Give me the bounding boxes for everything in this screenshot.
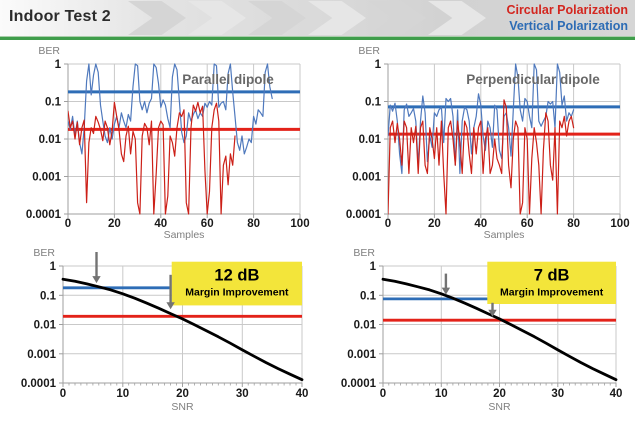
margin-annotation: 12 dB Margin Improvement: [171, 261, 302, 306]
axes: [379, 265, 617, 387]
chevron-icon: [308, 1, 366, 35]
chevron-icon: [188, 1, 246, 35]
svg-text:0.001: 0.001: [27, 349, 56, 361]
chart-snr-margin-perpendicular: 7 dB Margin Improvement 1 0.1 0.01 0.001 0.000…: [320, 244, 635, 433]
margin-annotation: 7 dB Margin Improvement: [487, 261, 616, 304]
svg-text:0.01: 0.01: [359, 134, 382, 146]
gridlines: [388, 63, 621, 215]
margin-arrow: [441, 273, 451, 295]
svg-text:0: 0: [380, 388, 386, 400]
legend-item-circular-polarization: Circular Polarization: [506, 3, 628, 17]
axes: [64, 63, 301, 218]
svg-text:0.001: 0.001: [347, 349, 376, 361]
chart-parallel-dipole: 1 0.1 0.01 0.001 0.0001 0 20 40 60 80 100 BER Sample…: [0, 42, 318, 244]
y-axis-title: BER: [33, 247, 55, 259]
svg-text:0.1: 0.1: [40, 290, 57, 302]
legend-item-vertical-polarization: Vertical Polarization: [509, 19, 628, 33]
x-axis-title: SNR: [488, 401, 511, 413]
margin-arrow: [92, 252, 101, 284]
svg-text:40: 40: [474, 218, 487, 230]
svg-text:1: 1: [370, 261, 377, 273]
page-title: Indoor Test 2: [9, 8, 111, 25]
header: Indoor Test 2 Circular Polarization Vert…: [0, 0, 635, 36]
svg-text:60: 60: [201, 218, 214, 230]
chart-perpendicular-dipole: 1 0.1 0.01 0.001 0.0001 0 20 40 60 80 100 BER Sample…: [320, 42, 635, 244]
y-axis-title: BER: [38, 45, 60, 57]
chart-snr-margin-parallel: 12 dB Margin Improvement 1 0.1 0.01 0.001 0.00…: [0, 244, 318, 433]
y-axis-title: BER: [353, 247, 375, 259]
chart-title: Parallel dipole: [182, 72, 274, 87]
svg-text:10: 10: [116, 388, 129, 400]
svg-text:1: 1: [375, 59, 382, 71]
svg-text:20: 20: [493, 388, 506, 400]
green-divider: [0, 36, 635, 40]
chevron-icon: [128, 1, 186, 35]
svg-text:20: 20: [428, 218, 441, 230]
margin-arrow: [166, 274, 175, 310]
svg-text:0: 0: [385, 218, 391, 230]
margin-sublabel: Margin Improvement: [185, 287, 289, 299]
svg-text:40: 40: [296, 388, 309, 400]
svg-text:60: 60: [521, 218, 534, 230]
axes: [384, 63, 621, 218]
svg-text:100: 100: [610, 218, 629, 230]
svg-text:1: 1: [50, 261, 57, 273]
chevron-icon: [368, 1, 426, 35]
x-axis-title: SNR: [171, 401, 194, 413]
margin-value-label: 7 dB: [534, 267, 570, 285]
svg-text:0.01: 0.01: [39, 134, 62, 146]
svg-text:0.01: 0.01: [354, 320, 377, 332]
series-circular-polarization: [388, 99, 575, 215]
polarization-legend: Circular Polarization Vertical Polarizat…: [506, 2, 628, 34]
axes: [59, 265, 303, 387]
x-axis-title: Samples: [484, 229, 525, 241]
svg-text:40: 40: [154, 218, 167, 230]
svg-text:0.001: 0.001: [352, 172, 381, 184]
svg-text:0: 0: [65, 218, 71, 230]
margin-value-label: 12 dB: [214, 267, 259, 285]
snr-margin-parallel-plot: 12 dB Margin Improvement 1 0.1 0.01 0.001 0.00…: [21, 247, 309, 413]
svg-text:80: 80: [567, 218, 580, 230]
series-vertical-polarization: [68, 63, 273, 155]
svg-text:0.01: 0.01: [34, 320, 57, 332]
chevron-icon: [248, 1, 306, 35]
series-ber-vs-snr-curve: [61, 277, 304, 382]
svg-text:0.0001: 0.0001: [26, 209, 62, 221]
svg-text:0.1: 0.1: [365, 97, 382, 109]
svg-text:20: 20: [108, 218, 121, 230]
svg-text:10: 10: [435, 388, 448, 400]
margin-annotation-box: [487, 261, 616, 304]
y-axis-title: BER: [358, 45, 380, 57]
x-axis-title: Samples: [164, 229, 205, 241]
margin-annotation-box: [171, 261, 302, 306]
svg-text:40: 40: [610, 388, 623, 400]
svg-text:30: 30: [236, 388, 249, 400]
svg-text:0.0001: 0.0001: [341, 378, 377, 390]
svg-text:1: 1: [55, 59, 62, 71]
series-ber-vs-snr-curve: [381, 277, 618, 382]
margin-sublabel: Margin Improvement: [500, 287, 604, 299]
snr-margin-perpendicular-plot: 7 dB Margin Improvement 1 0.1 0.01 0.001 0.000…: [341, 247, 623, 413]
svg-text:20: 20: [176, 388, 189, 400]
svg-text:80: 80: [247, 218, 260, 230]
margin-arrow: [488, 302, 497, 317]
svg-text:0.1: 0.1: [45, 97, 62, 109]
series-circular-polarization: [68, 101, 236, 215]
svg-text:100: 100: [290, 218, 309, 230]
chart-title: Perpendicular dipole: [466, 72, 600, 87]
svg-text:0.0001: 0.0001: [346, 209, 382, 221]
svg-text:0.001: 0.001: [32, 172, 61, 184]
svg-text:0.0001: 0.0001: [21, 378, 57, 390]
svg-text:0.1: 0.1: [360, 290, 377, 302]
svg-text:0: 0: [60, 388, 66, 400]
svg-text:30: 30: [551, 388, 564, 400]
chevron-icon: [428, 1, 486, 35]
